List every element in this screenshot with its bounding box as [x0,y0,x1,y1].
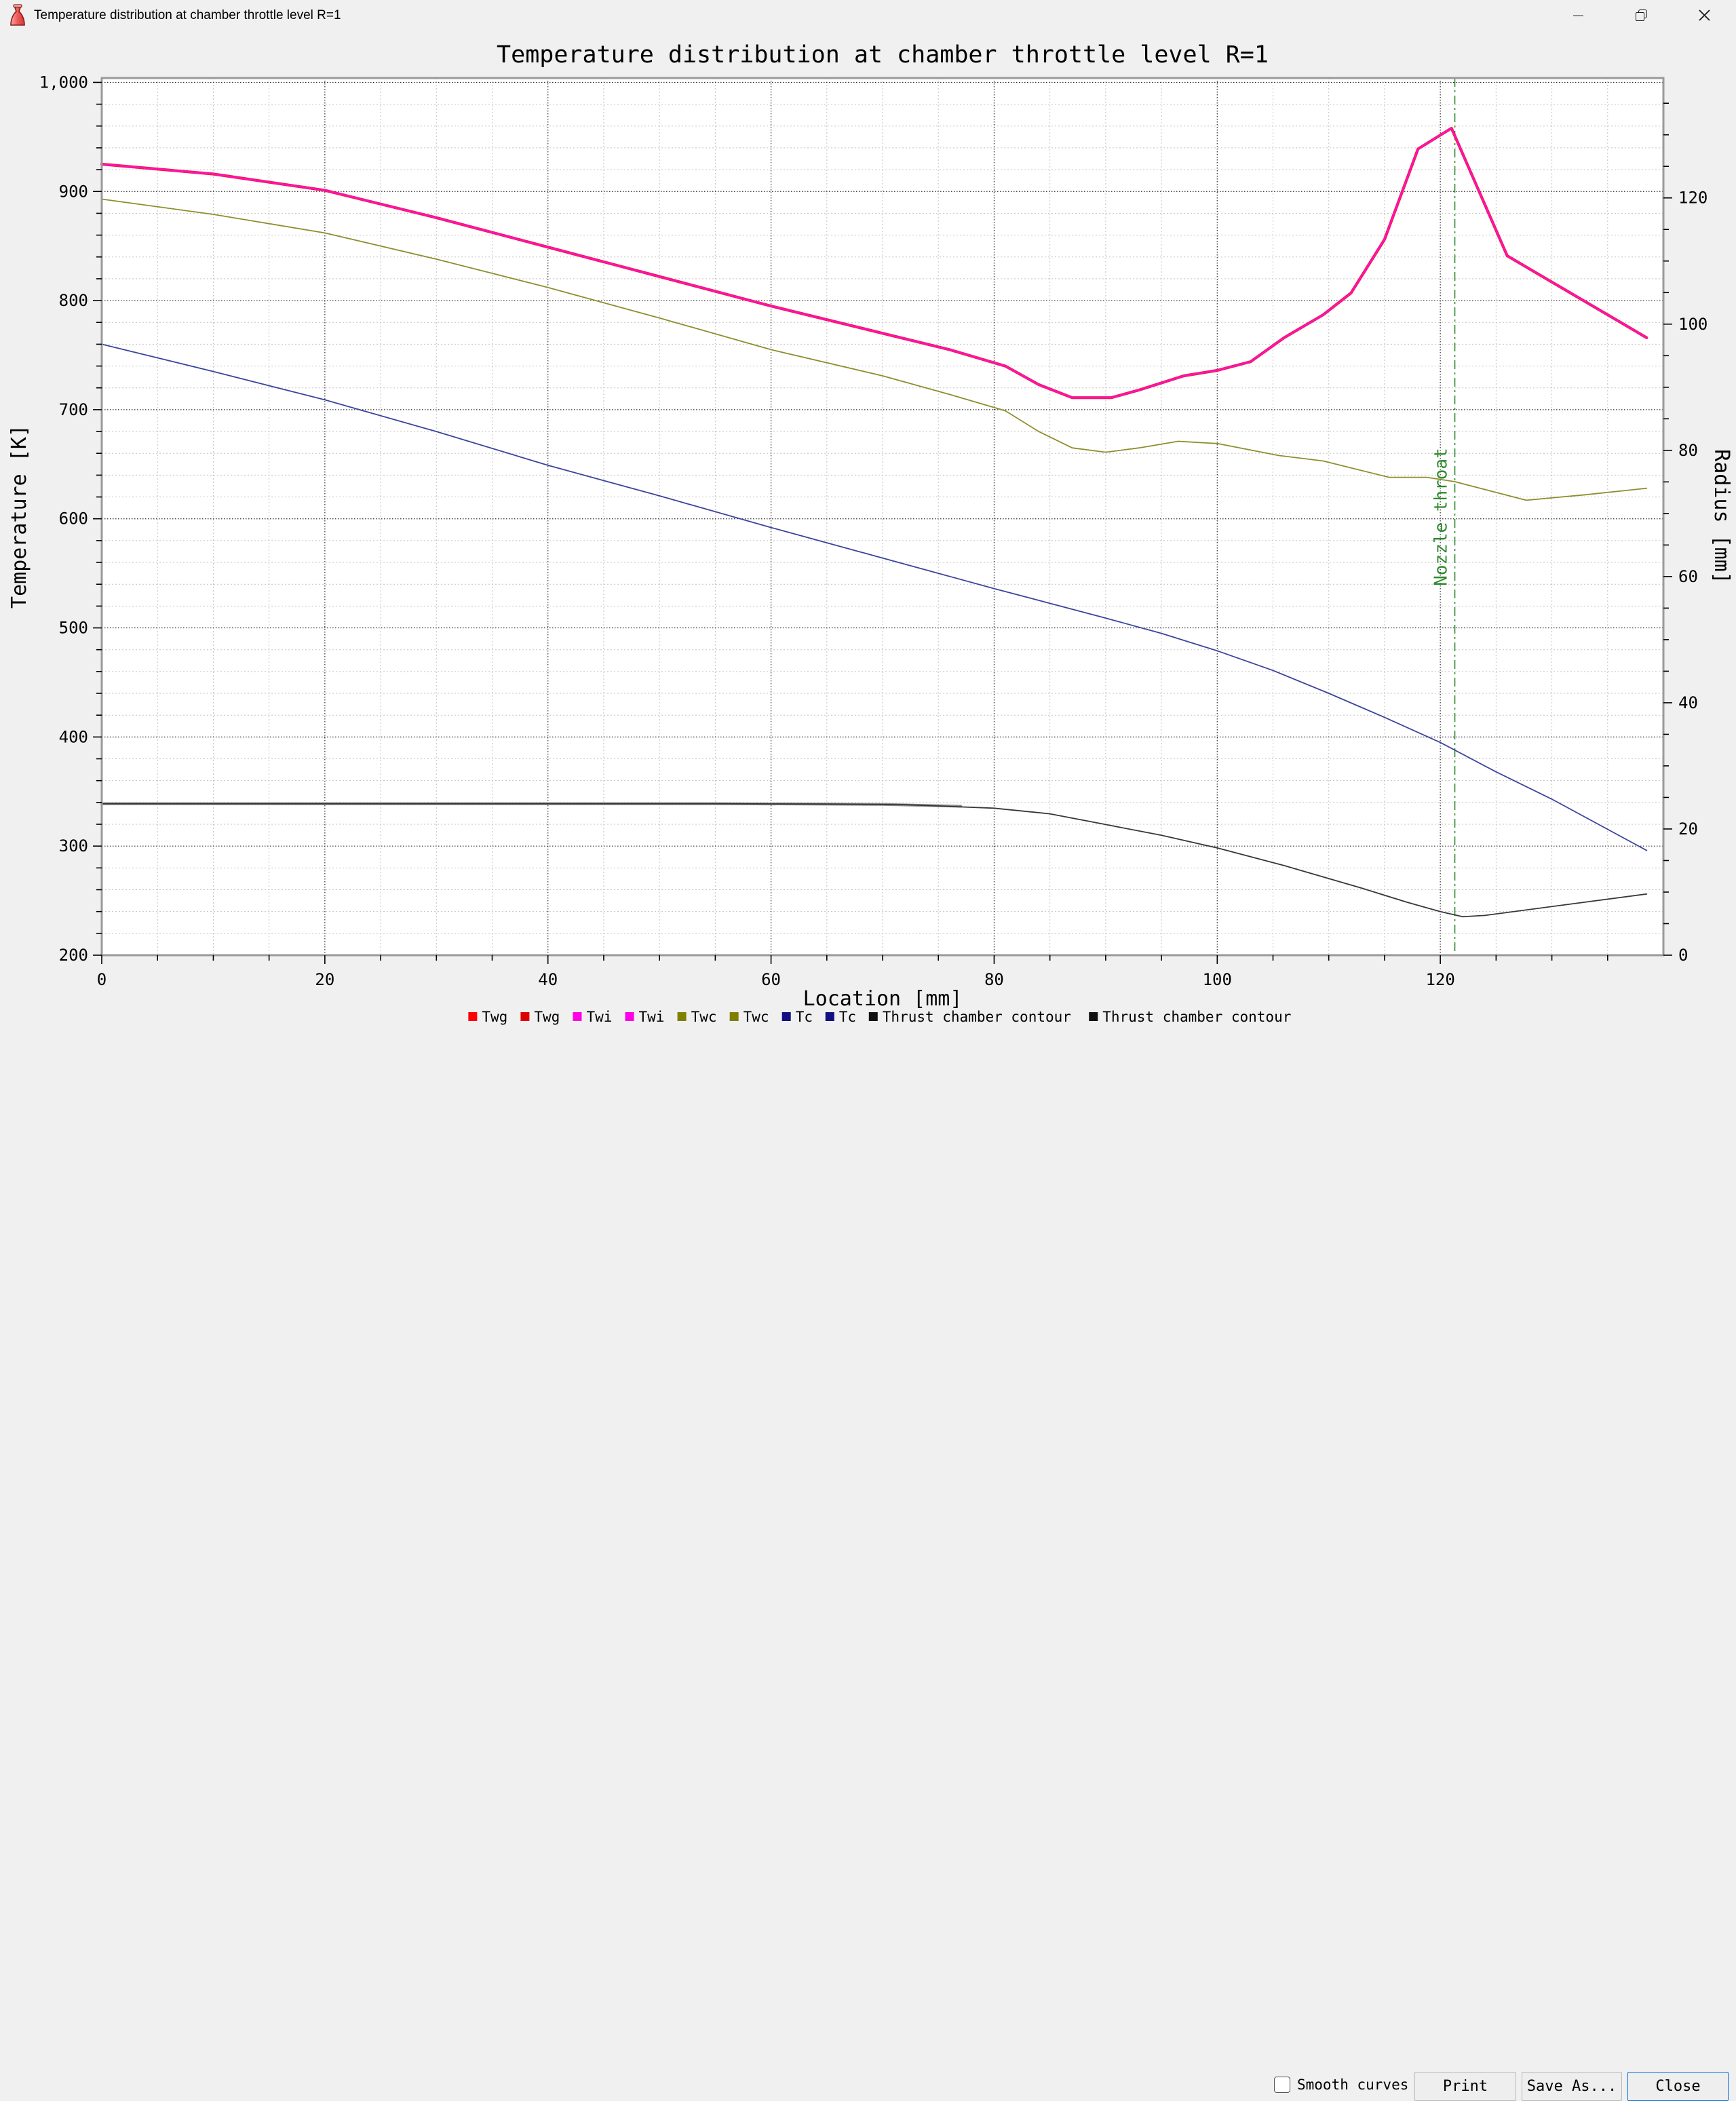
series-tc-3 [101,343,1648,851]
tick-labels: 0 20 40 60 80 100 1202003004005006007008009001… [39,73,1708,989]
svg-text:80: 80 [1678,441,1698,460]
series-twi-1 [100,127,1648,399]
svg-text:1,000: 1,000 [39,73,88,92]
svg-text:60: 60 [1678,567,1698,586]
legend-label: Thrust chamber contour [883,1009,1071,1025]
axis-ticks [93,81,1672,964]
svg-text:0: 0 [1678,946,1688,965]
minor-gridlines [102,78,1663,955]
svg-text:800: 800 [59,291,88,310]
titlebar: Temperature distribution at chamber thro… [0,0,1736,31]
nozzle-throat-label: Nozzle throat [1431,448,1452,586]
svg-text:100: 100 [1678,315,1708,334]
legend-marker [677,1012,687,1021]
svg-text:40: 40 [1678,693,1698,712]
series-twc-2 [101,198,1648,501]
legend-marker [1089,1012,1098,1021]
svg-text:40: 40 [538,970,558,989]
minimize-button[interactable] [1547,0,1610,31]
legend-label: Thrust chamber contour [1102,1009,1291,1025]
legend-item-4: Twc [677,1009,717,1025]
legend-label: Tc [796,1009,813,1025]
svg-text:100: 100 [1203,970,1232,989]
svg-text:500: 500 [59,619,88,638]
print-button[interactable]: Print [1414,2072,1516,2101]
nozzle-icon [10,3,25,26]
legend-item-5: Twc [729,1009,769,1025]
smooth-curves-label: Smooth curves [1297,2077,1409,2093]
legend-marker [729,1012,739,1021]
legend-item-6: Tc [782,1009,813,1025]
svg-text:200: 200 [59,946,88,965]
legend: Twg Twg Twi Twi Twc Twc Tc Tc Thrust chamber con… [468,1009,1291,1025]
legend-item-0: Twg [468,1009,507,1025]
y-axis-right-title: Radius [mm] [1710,449,1733,584]
legend-label: Twg [534,1009,560,1025]
legend-marker [468,1012,478,1021]
svg-text:60: 60 [761,970,781,989]
legend-marker [520,1012,530,1021]
legend-item-2: Twi [573,1009,612,1025]
chart-title: Temperature distribution at chamber thro… [497,41,1269,69]
svg-text:300: 300 [59,836,88,855]
smooth-curves-checkbox[interactable] [1274,2077,1290,2093]
x-axis-title: Location [mm] [803,987,963,1011]
restore-icon [1636,9,1647,21]
svg-text:20: 20 [315,970,334,989]
legend-label: Tc [839,1009,856,1025]
temperature-chart: 0 20 40 60 80 100 1202003004005006007008009001… [7,41,1733,1025]
restore-button[interactable] [1610,0,1673,31]
svg-text:20: 20 [1678,820,1698,839]
legend-label: Twi [586,1009,612,1025]
window-title: Temperature distribution at chamber thro… [34,7,341,22]
minimize-icon [1573,14,1583,16]
svg-text:120: 120 [1425,970,1454,989]
legend-label: Twi [639,1009,665,1025]
svg-text:900: 900 [59,182,88,201]
close-button[interactable]: Close [1627,2072,1729,2101]
svg-text:700: 700 [59,400,88,419]
legend-item-1: Twg [520,1009,560,1025]
legend-marker [782,1012,791,1021]
close-icon [1699,9,1710,21]
legend-marker [573,1012,582,1021]
legend-label: Twg [482,1009,507,1025]
legend-item-8: Thrust chamber contour [868,1009,1071,1025]
window-controls [1547,0,1736,31]
legend-label: Twc [691,1009,717,1025]
y-axis-left-title: Temperature [K] [7,425,31,609]
close-window-button[interactable] [1673,0,1736,31]
svg-text:0: 0 [97,970,107,989]
legend-item-3: Twi [625,1009,665,1025]
svg-text:120: 120 [1678,189,1708,208]
save-as-button[interactable]: Save As... [1522,2072,1622,2101]
legend-marker [625,1012,634,1021]
footer-bar: Smooth curves Print Save As... Close [0,1031,1736,2101]
legend-item-7: Tc [825,1009,856,1025]
legend-item-9: Thrust chamber contour [1089,1009,1291,1025]
legend-marker [825,1012,834,1021]
svg-text:400: 400 [59,727,88,746]
legend-marker [868,1012,878,1021]
svg-text:600: 600 [59,509,88,528]
legend-label: Twc [744,1009,769,1025]
svg-text:80: 80 [984,970,1004,989]
series-thrust-chamber-contour-5 [101,803,1648,918]
